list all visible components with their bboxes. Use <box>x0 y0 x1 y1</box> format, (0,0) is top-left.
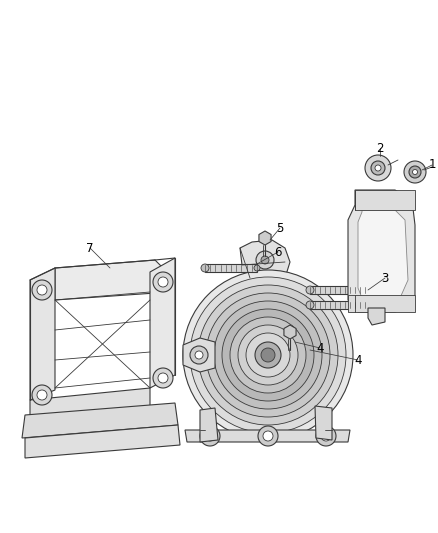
Circle shape <box>371 161 385 175</box>
Polygon shape <box>284 325 296 339</box>
Circle shape <box>362 287 368 293</box>
Circle shape <box>409 166 421 178</box>
Polygon shape <box>22 403 178 438</box>
Circle shape <box>201 264 209 272</box>
Circle shape <box>158 373 168 383</box>
Polygon shape <box>310 301 365 309</box>
Polygon shape <box>368 308 385 325</box>
Circle shape <box>375 165 381 171</box>
Circle shape <box>190 346 208 364</box>
Polygon shape <box>30 388 150 420</box>
Circle shape <box>153 272 173 292</box>
Circle shape <box>206 293 330 417</box>
Circle shape <box>404 161 426 183</box>
Polygon shape <box>185 430 350 442</box>
Circle shape <box>222 309 314 401</box>
Circle shape <box>183 270 353 440</box>
Circle shape <box>230 317 306 393</box>
Text: 7: 7 <box>86 241 94 254</box>
Polygon shape <box>240 240 290 282</box>
Text: 1: 1 <box>428 158 436 172</box>
Circle shape <box>238 325 298 385</box>
Circle shape <box>254 265 260 271</box>
Polygon shape <box>150 258 175 388</box>
Polygon shape <box>315 406 332 440</box>
Polygon shape <box>348 295 415 312</box>
Text: 6: 6 <box>274 246 282 259</box>
Circle shape <box>195 351 203 359</box>
Circle shape <box>37 285 47 295</box>
Circle shape <box>32 280 52 300</box>
Text: 3: 3 <box>381 271 389 285</box>
Circle shape <box>153 368 173 388</box>
Text: 2: 2 <box>376 141 384 155</box>
Polygon shape <box>310 286 365 294</box>
Circle shape <box>198 285 338 425</box>
Circle shape <box>263 431 273 441</box>
Circle shape <box>306 286 314 294</box>
Circle shape <box>362 302 368 308</box>
Circle shape <box>32 385 52 405</box>
Circle shape <box>246 333 290 377</box>
Circle shape <box>258 426 278 446</box>
Circle shape <box>261 348 275 362</box>
Polygon shape <box>183 338 215 372</box>
Text: 4: 4 <box>354 353 362 367</box>
Circle shape <box>365 155 391 181</box>
Polygon shape <box>259 231 271 245</box>
Polygon shape <box>205 264 257 272</box>
Polygon shape <box>25 425 180 458</box>
Polygon shape <box>358 210 408 298</box>
Text: 5: 5 <box>276 222 284 235</box>
Circle shape <box>190 277 346 433</box>
Circle shape <box>200 426 220 446</box>
Circle shape <box>321 431 331 441</box>
Circle shape <box>261 256 269 264</box>
Text: 4: 4 <box>316 342 324 354</box>
Circle shape <box>158 277 168 287</box>
Circle shape <box>256 251 274 269</box>
Polygon shape <box>30 268 55 400</box>
Polygon shape <box>55 260 170 300</box>
Circle shape <box>306 301 314 309</box>
Circle shape <box>413 169 417 174</box>
Circle shape <box>214 301 322 409</box>
Circle shape <box>205 431 215 441</box>
Circle shape <box>316 426 336 446</box>
Polygon shape <box>348 190 415 312</box>
Polygon shape <box>355 190 415 210</box>
Polygon shape <box>200 408 218 442</box>
Circle shape <box>255 342 281 368</box>
Circle shape <box>37 390 47 400</box>
